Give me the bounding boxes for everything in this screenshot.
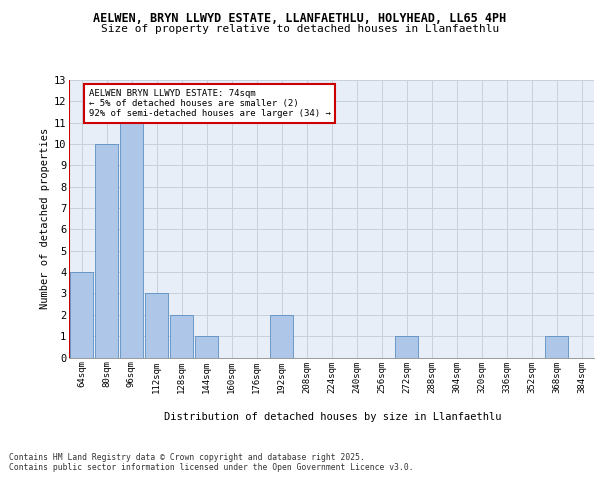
Bar <box>70 272 93 358</box>
Bar <box>545 336 568 357</box>
Text: AELWEN BRYN LLWYD ESTATE: 74sqm
← 5% of detached houses are smaller (2)
92% of s: AELWEN BRYN LLWYD ESTATE: 74sqm ← 5% of … <box>89 88 331 118</box>
Bar <box>395 336 418 357</box>
Bar <box>170 315 193 358</box>
Text: Distribution of detached houses by size in Llanfaethlu: Distribution of detached houses by size … <box>164 412 502 422</box>
Text: AELWEN, BRYN LLWYD ESTATE, LLANFAETHLU, HOLYHEAD, LL65 4PH: AELWEN, BRYN LLWYD ESTATE, LLANFAETHLU, … <box>94 12 506 26</box>
Text: Size of property relative to detached houses in Llanfaethlu: Size of property relative to detached ho… <box>101 24 499 34</box>
Bar <box>95 144 118 358</box>
Bar <box>195 336 218 357</box>
Text: Contains HM Land Registry data © Crown copyright and database right 2025.
Contai: Contains HM Land Registry data © Crown c… <box>9 452 413 472</box>
Bar <box>120 122 143 358</box>
Y-axis label: Number of detached properties: Number of detached properties <box>40 128 50 310</box>
Bar <box>145 294 168 358</box>
Bar <box>270 315 293 358</box>
